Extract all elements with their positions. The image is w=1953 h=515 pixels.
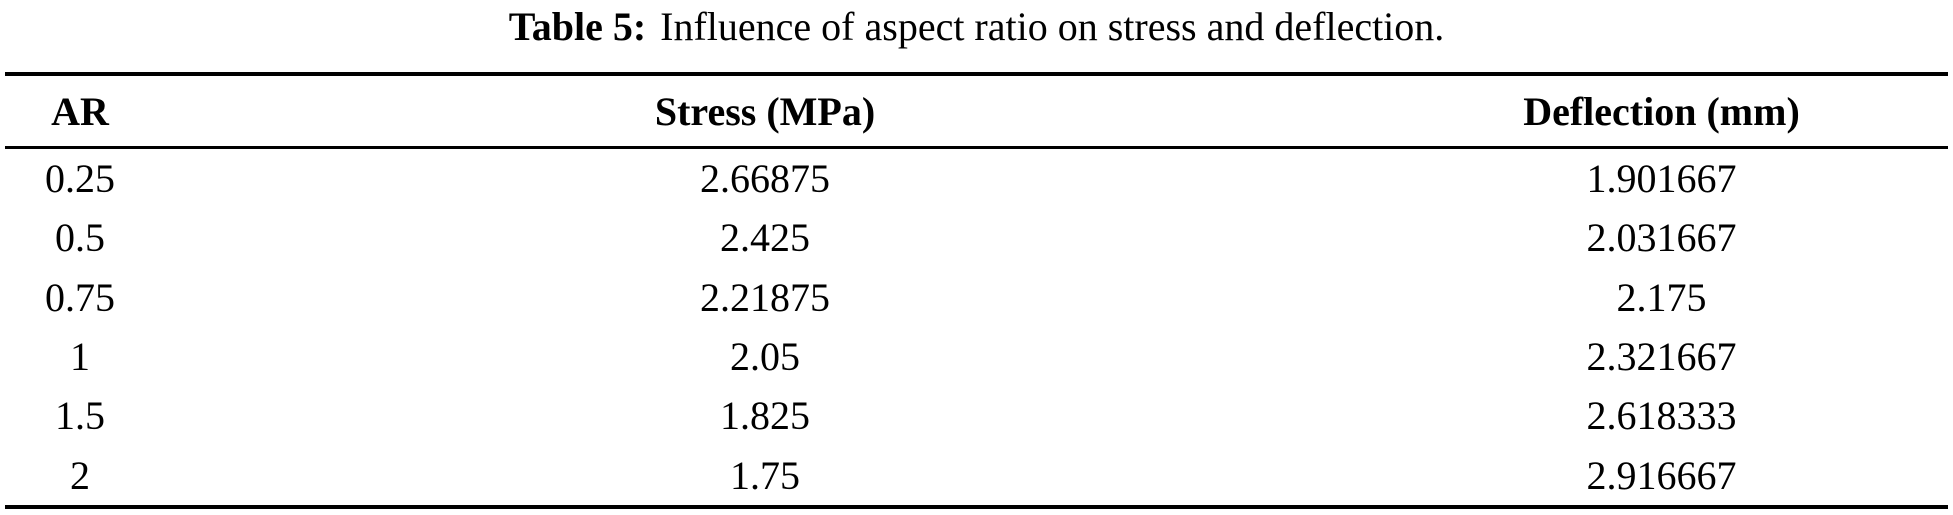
cell-ar: 0.5 [55,215,105,261]
data-table: AR Stress (MPa) Deflection (mm) 0.25 2.6… [5,72,1948,509]
cell-stress: 1.825 [720,393,810,439]
table-row: 1.5 1.825 2.618333 [5,386,1948,445]
table-row: 0.5 2.425 2.031667 [5,208,1948,267]
cell-deflection: 2.618333 [1586,393,1737,439]
cell-deflection: 1.901667 [1586,156,1737,202]
header-row: AR Stress (MPa) Deflection (mm) [5,72,1948,149]
table-caption: Table 5: Influence of aspect ratio on str… [0,0,1953,54]
cell-ar: 2 [5,445,155,509]
cell-stress: 2.05 [730,334,800,380]
cell-ar: 0.75 [45,274,115,320]
cell-deflection: 2.916667 [1375,445,1948,509]
table-caption-label: Table 5: [508,4,647,49]
table-row: 0.25 2.66875 1.901667 [5,148,1948,209]
cell-deflection: 2.175 [1616,274,1707,320]
column-header-ar: AR [5,72,155,149]
cell-stress: 1.75 [155,445,1375,509]
table-row: 1 2.05 2.321667 [5,327,1948,386]
column-header-stress: Stress (MPa) [155,72,1375,149]
cell-ar: 1.5 [55,393,105,439]
cell-stress: 2.21875 [700,274,830,320]
table-row: 0.75 2.21875 2.175 [5,268,1948,327]
column-header-deflection: Deflection (mm) [1375,72,1948,149]
table-row: 2 1.75 2.916667 [5,445,1948,509]
cell-ar: 1 [70,334,90,380]
cell-ar: 0.25 [45,156,115,202]
cell-deflection: 2.321667 [1586,334,1737,380]
cell-stress: 2.425 [720,215,810,261]
cell-deflection: 2.031667 [1586,215,1737,261]
table-caption-text: Influence of aspect ratio on stress and … [660,4,1445,49]
cell-stress: 2.66875 [700,156,830,202]
